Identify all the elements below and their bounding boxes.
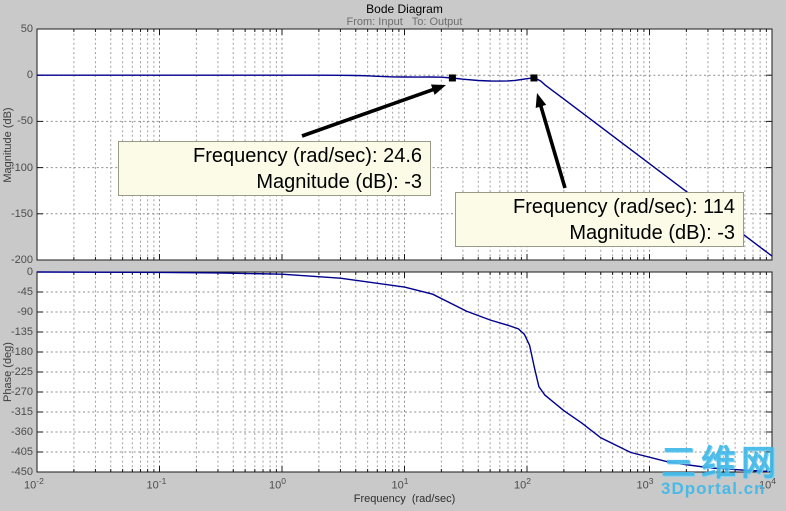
- arrowhead-icon: [535, 93, 547, 108]
- phase-tick-label: -270: [10, 386, 33, 398]
- phase-tick-label: -315: [10, 406, 33, 418]
- phase-tick-label: -45: [17, 286, 33, 298]
- title-block: Bode Diagram From: Input To: Output: [37, 2, 772, 29]
- magnitude-tick-label: 50: [20, 23, 33, 35]
- annotation-arrows: [301, 84, 567, 189]
- phase-tick-label: -360: [10, 426, 33, 438]
- datatip-frequency-line: Frequency (rad/sec): 114: [513, 196, 735, 218]
- datatip-magnitude-line: Magnitude (dB): -3: [256, 171, 422, 193]
- datatip-arrow-2: [538, 103, 567, 189]
- magnitude-tick-label: -50: [17, 115, 33, 128]
- phase-tick-label: -135: [10, 326, 33, 338]
- response-curves: [36, 74, 773, 473]
- phase-response-curve[interactable]: [36, 271, 773, 473]
- phase-tick-label: -405: [10, 446, 33, 458]
- arrowhead-icon: [430, 84, 446, 95]
- datatip-cutoff-114[interactable]: Frequency (rad/sec): 114 Magnitude (dB):…: [455, 192, 744, 247]
- frequency-tick-label: 10-1: [146, 476, 167, 492]
- datatip-arrow-1: [301, 86, 437, 138]
- cutoff-marker-1[interactable]: [448, 74, 456, 82]
- phase-tick-label: -180: [10, 346, 33, 358]
- magnitude-tick-label: -200: [10, 254, 33, 266]
- magnitude-axis-label: Magnitude (dB): [2, 107, 14, 183]
- phase-tick-label: -90: [17, 306, 33, 318]
- phase-tick-label: 0: [26, 266, 33, 278]
- frequency-tick-label: 10-2: [24, 476, 44, 492]
- magnitude-tick-label: -150: [10, 207, 33, 220]
- datatip-magnitude-line: Magnitude (dB): -3: [569, 222, 735, 244]
- axes-frames: [36, 28, 773, 473]
- frequency-tick-label: 102: [514, 476, 531, 492]
- frequency-tick-label: 104: [759, 476, 776, 492]
- chart-title: Bode Diagram: [366, 2, 443, 16]
- x-axis-label: Frequency (rad/sec): [353, 493, 456, 505]
- magnitude-response-curve[interactable]: [37, 74, 773, 257]
- magnitude-tick-label: 0: [26, 69, 33, 82]
- chart-subtitle: From: Input To: Output: [346, 16, 463, 28]
- cutoff-marker-2[interactable]: [530, 74, 538, 82]
- phase-tick-label: -225: [10, 366, 33, 378]
- data-markers[interactable]: [448, 74, 538, 82]
- datatip-frequency-line: Frequency (rad/sec): 24.6: [193, 145, 422, 167]
- phase-tick-label: -450: [10, 466, 33, 478]
- datatip-cutoff-24[interactable]: Frequency (rad/sec): 24.6 Magnitude (dB)…: [118, 141, 431, 196]
- frequency-tick-label: 101: [391, 476, 409, 492]
- frequency-tick-label: 100: [269, 476, 286, 492]
- magnitude-tick-label: -100: [10, 161, 33, 174]
- frequency-tick-label: 103: [636, 476, 654, 492]
